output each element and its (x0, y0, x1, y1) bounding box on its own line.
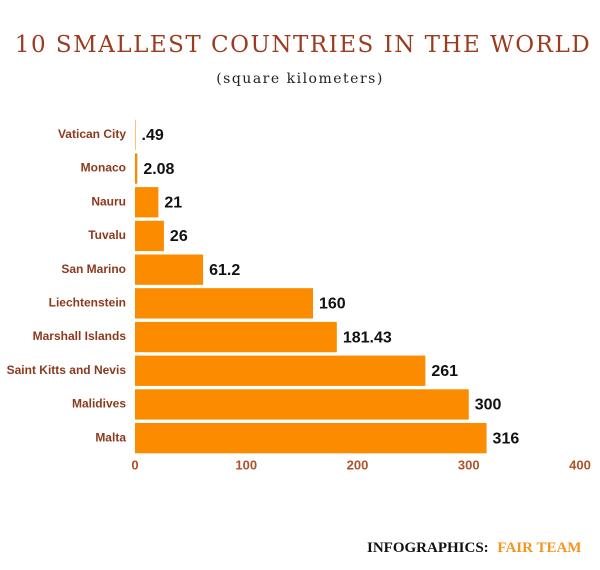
value-label: 21 (164, 194, 182, 211)
value-label: 26 (170, 228, 188, 245)
x-tick-label: 300 (458, 457, 480, 472)
y-tick-label: Tuvalu (88, 228, 126, 242)
footer-label: INFOGRAPHICS: (367, 540, 489, 556)
bar (135, 422, 487, 454)
bar (135, 153, 138, 184)
x-tick-label: 200 (347, 457, 369, 472)
bar (135, 355, 426, 386)
value-label: 316 (493, 430, 520, 447)
y-tick-label: San Marino (61, 262, 126, 276)
value-label: 181.43 (343, 329, 392, 346)
y-tick-label: Malidives (72, 397, 126, 411)
y-tick-label: Saint Kitts and Nevis (7, 363, 127, 377)
x-tick-label: 100 (235, 457, 257, 472)
y-tick-label: Marshall Islands (33, 329, 127, 343)
value-label: .49 (142, 127, 164, 144)
value-label: 160 (319, 296, 346, 313)
bar (135, 187, 159, 218)
x-tick-label: 400 (569, 457, 591, 472)
chart-title: 10 SMALLEST COUNTRIES IN THE WORLD (15, 32, 591, 58)
bar (135, 119, 136, 151)
value-label: 61.2 (209, 262, 240, 279)
bar (135, 254, 204, 285)
y-tick-label: Liechtenstein (49, 296, 126, 310)
footer: INFOGRAPHICS: FAIR TEAM (367, 540, 581, 556)
y-tick-label: Malta (95, 430, 126, 444)
value-label: 300 (475, 397, 502, 414)
y-tick-label: Nauru (91, 194, 126, 208)
bar (135, 321, 337, 353)
value-label: 2.08 (143, 161, 174, 178)
y-tick-label: Monaco (81, 161, 126, 175)
x-tick-label: 0 (131, 457, 138, 472)
value-label: 261 (431, 363, 458, 380)
footer-brand: FAIR TEAM (497, 540, 581, 556)
y-tick-label: Vatican City (58, 127, 126, 141)
bar (135, 288, 313, 319)
bar (135, 389, 469, 420)
chart-subtitle: (square kilometers) (216, 71, 384, 87)
bar (135, 220, 164, 252)
